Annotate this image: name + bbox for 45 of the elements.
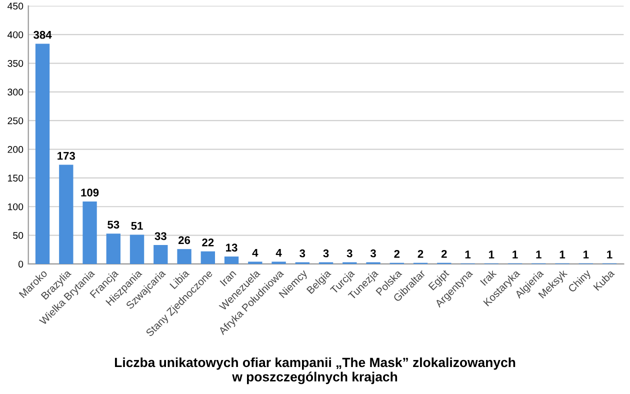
bar bbox=[106, 234, 120, 264]
y-tick-label: 150 bbox=[8, 174, 24, 182]
y-tick-label: 300 bbox=[8, 88, 24, 96]
data-label: 109 bbox=[81, 188, 99, 196]
y-tick-label: 350 bbox=[8, 60, 24, 67]
data-label: 3 bbox=[346, 249, 352, 258]
data-label: 1 bbox=[560, 250, 566, 258]
data-label: 173 bbox=[58, 152, 76, 160]
bar bbox=[200, 251, 215, 264]
y-tick-label: 250 bbox=[8, 117, 24, 124]
data-label: 26 bbox=[178, 236, 190, 244]
data-label: 53 bbox=[108, 220, 120, 229]
data-label: 3 bbox=[370, 249, 376, 258]
data-label: 1 bbox=[536, 250, 542, 258]
data-label: 13 bbox=[226, 244, 238, 252]
data-label: 2 bbox=[418, 250, 424, 258]
y-tick-label: 100 bbox=[8, 203, 24, 210]
y-tick-label: 200 bbox=[8, 146, 24, 153]
y-tick-label: 450 bbox=[7, 2, 24, 10]
y-tick-label: 50 bbox=[13, 232, 24, 239]
bar bbox=[177, 249, 192, 264]
data-label: 4 bbox=[276, 248, 282, 257]
data-label: 33 bbox=[154, 232, 166, 240]
data-label: 1 bbox=[607, 250, 612, 258]
bar bbox=[130, 234, 144, 264]
text: Liczba unikatowych ofiar kampanii „The Mask” zlokalizowanych w poszczególnych krajach bbox=[115, 357, 516, 384]
data-label: 1 bbox=[465, 250, 471, 258]
bar bbox=[224, 256, 239, 264]
data-label: 2 bbox=[394, 250, 400, 258]
data-label: 384 bbox=[34, 30, 52, 39]
bar bbox=[154, 245, 168, 264]
data-label: 1 bbox=[512, 250, 518, 258]
data-label: 3 bbox=[323, 249, 329, 258]
data-label: 3 bbox=[300, 249, 306, 258]
data-label: 1 bbox=[584, 250, 589, 258]
bar bbox=[82, 201, 97, 264]
y-tick-label: 400 bbox=[7, 31, 24, 38]
bar bbox=[59, 164, 74, 264]
data-label: 1 bbox=[489, 250, 494, 258]
data-label: 2 bbox=[441, 250, 447, 258]
data-label: 51 bbox=[131, 222, 143, 230]
bar bbox=[35, 44, 50, 264]
y-tick-label: 0 bbox=[18, 260, 24, 268]
data-label: 4 bbox=[252, 248, 258, 257]
data-label: 22 bbox=[202, 238, 214, 246]
